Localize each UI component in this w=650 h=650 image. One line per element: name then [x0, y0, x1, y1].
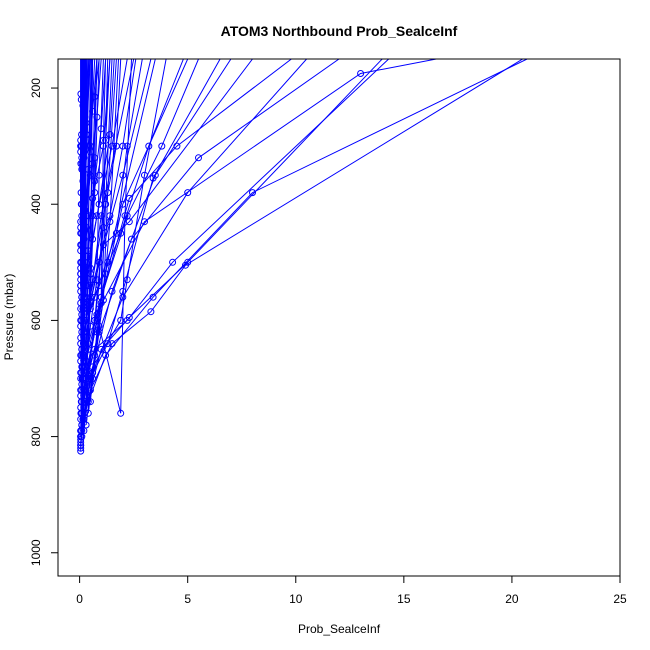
y-tick-label: 800: [29, 426, 43, 446]
series-point: [108, 340, 116, 348]
series-point: [93, 212, 101, 220]
series-point: [95, 328, 103, 336]
series-line: [85, 59, 111, 396]
series-point: [79, 375, 87, 382]
y-tick-label: 1000: [29, 539, 43, 566]
series-point: [89, 235, 97, 243]
series-point: [147, 308, 155, 316]
series-line: [80, 59, 528, 431]
y-tick-label: 400: [29, 194, 43, 214]
series-line: [81, 59, 167, 402]
series-point: [84, 409, 92, 417]
series-line: [85, 59, 113, 426]
series-point: [249, 189, 256, 197]
series-point: [149, 293, 157, 301]
series-point: [77, 427, 85, 435]
series-point: [86, 398, 94, 406]
series-line: [89, 59, 107, 402]
series-point: [78, 345, 86, 353]
series-point: [112, 229, 120, 237]
series-point: [108, 142, 116, 150]
series-line: [80, 59, 94, 446]
series-point: [125, 218, 133, 226]
y-tick-label: 600: [29, 310, 43, 330]
series-line: [81, 59, 340, 414]
series-point: [97, 293, 105, 301]
series-point: [145, 142, 153, 150]
series-point: [82, 392, 90, 400]
series-point: [357, 70, 365, 77]
series-point: [123, 142, 131, 150]
x-tick-label: 15: [397, 592, 411, 606]
series-point: [121, 212, 129, 220]
series-point: [102, 270, 110, 278]
series-line: [87, 59, 98, 350]
series-point: [95, 171, 103, 179]
x-tick-label: 0: [76, 592, 83, 606]
x-axis: 0 5 10 15 20 25: [76, 575, 627, 606]
x-tick-label: 5: [184, 592, 191, 606]
series-point: [128, 235, 135, 243]
x-tick-label: 20: [505, 592, 519, 606]
series-point: [169, 258, 177, 266]
series-point: [123, 276, 131, 284]
series-line: [80, 59, 221, 408]
series-point: [102, 136, 110, 144]
y-axis-label: Pressure (mbar): [2, 274, 16, 361]
series-point: [77, 441, 85, 449]
series-point: [89, 212, 97, 220]
series-point: [117, 229, 125, 237]
series-line: [80, 59, 91, 437]
series-point: [104, 340, 112, 348]
series-point: [184, 189, 192, 197]
series-point: [158, 142, 166, 150]
series-point: [182, 261, 189, 269]
series-line: [83, 59, 117, 420]
series-point: [195, 154, 202, 162]
series-line: [92, 59, 119, 379]
series-point: [117, 409, 125, 417]
x-tick-label: 10: [289, 592, 303, 606]
series-point: [106, 131, 114, 138]
series-point: [104, 189, 112, 197]
series-point: [89, 375, 97, 382]
series-point: [117, 316, 125, 324]
series-point: [149, 174, 157, 182]
chart-title: ATOM3 Northbound Prob_SealceInf: [221, 23, 458, 39]
series-point: [81, 258, 89, 266]
plot-area: [57, 58, 621, 577]
x-axis-label: Prob_SealceInf: [298, 622, 381, 636]
y-tick-label: 200: [29, 78, 43, 98]
y-axis: 200 400 600 800 1000: [29, 78, 59, 566]
series-point: [173, 142, 181, 150]
series-point: [106, 218, 114, 226]
series-group: [77, 59, 528, 455]
series-point: [93, 276, 101, 284]
series-point: [93, 328, 101, 336]
x-tick-label: 25: [613, 592, 627, 606]
series-point: [86, 270, 94, 278]
series-line: [80, 59, 88, 431]
